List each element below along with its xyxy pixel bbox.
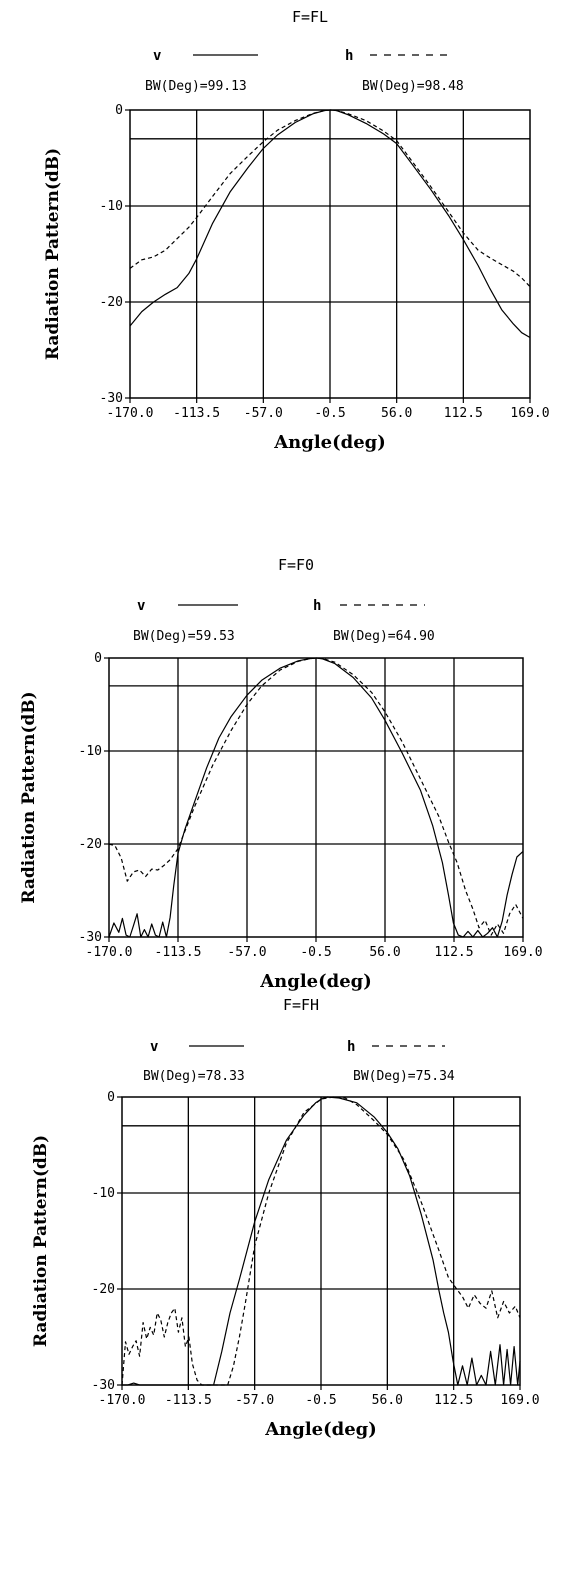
x-tick-label: -57.0 [235,1393,274,1408]
x-tick-label: -0.5 [314,406,345,421]
y-tick-label: -20 [100,295,123,310]
y-tick-label: 0 [115,103,123,118]
radiation-chart-3: F=FH v BW(Deg)=78.33 h BW(Deg)=75.34 0 -10 -20 -… [31,996,540,1440]
y-tick-label: -30 [100,391,123,406]
y-tick-label: -10 [79,744,102,759]
y-tick-label: -20 [79,837,102,852]
legend-key-h: h [345,48,353,64]
x-tick-label: -170.0 [99,1393,146,1408]
x-tick-label: -170.0 [86,945,133,960]
x-tick-label: -0.5 [305,1393,336,1408]
beamwidth-label-v: BW(Deg)=59.53 [133,629,235,644]
x-tick-label: -0.5 [300,945,331,960]
x-tick-label: 112.5 [434,1393,473,1408]
beamwidth-label-h: BW(Deg)=75.34 [353,1069,455,1084]
legend-key-h: h [347,1039,355,1055]
series-line-h [121,1096,521,1386]
radiation-chart-2: F=F0 v BW(Deg)=59.53 h BW(Deg)=64.90 0 -10 -20 -… [19,556,543,992]
series-line-v [122,1096,521,1386]
y-axis-label: Radiation Pattern(dB) [19,691,39,903]
x-tick-label: 169.0 [500,1393,539,1408]
y-tick-label: 0 [94,651,102,666]
legend-key-v: v [153,48,161,64]
beamwidth-label-h: BW(Deg)=64.90 [333,629,435,644]
x-tick-label: 169.0 [503,945,542,960]
x-axis-label: Angle(deg) [273,432,386,453]
x-tick-label: -113.5 [155,945,202,960]
beamwidth-label-v: BW(Deg)=99.13 [145,79,247,94]
x-tick-label: 56.0 [381,406,412,421]
x-tick-label: 112.5 [434,945,473,960]
legend-key-h: h [313,598,321,614]
legend-key-v: v [137,598,145,614]
x-tick-label: 112.5 [444,406,483,421]
chart-title: F=FL [292,8,328,26]
y-tick-label: -30 [79,930,102,945]
beamwidth-label-h: BW(Deg)=98.48 [362,79,464,94]
x-tick-label: -113.5 [173,406,220,421]
y-axis-label: Radiation Pattern(dB) [31,1135,51,1347]
x-tick-label: 56.0 [372,1393,403,1408]
chart-title: F=F0 [278,556,314,574]
chart-title: F=FH [283,996,319,1014]
x-tick-label: 56.0 [369,945,400,960]
x-tick-label: -170.0 [107,406,154,421]
y-tick-label: 0 [107,1090,115,1105]
y-tick-label: -30 [92,1378,115,1393]
series-line-h [129,109,531,288]
x-tick-label: 169.0 [510,406,549,421]
x-tick-label: -113.5 [165,1393,212,1408]
x-axis-label: Angle(deg) [264,1419,377,1440]
beamwidth-label-v: BW(Deg)=78.33 [143,1069,245,1084]
x-axis-label: Angle(deg) [259,971,372,992]
y-tick-label: -10 [92,1186,115,1201]
y-axis-label: Radiation Pattern(dB) [43,148,63,360]
y-tick-label: -10 [100,199,123,214]
radiation-chart-1: F=FL v BW(Deg)=99.13 h BW(Deg)=98.48 0 -10 -20 -… [43,8,550,453]
y-tick-label: -20 [92,1282,115,1297]
legend-key-v: v [150,1039,158,1055]
x-tick-label: -57.0 [244,406,283,421]
x-tick-label: -57.0 [227,945,266,960]
